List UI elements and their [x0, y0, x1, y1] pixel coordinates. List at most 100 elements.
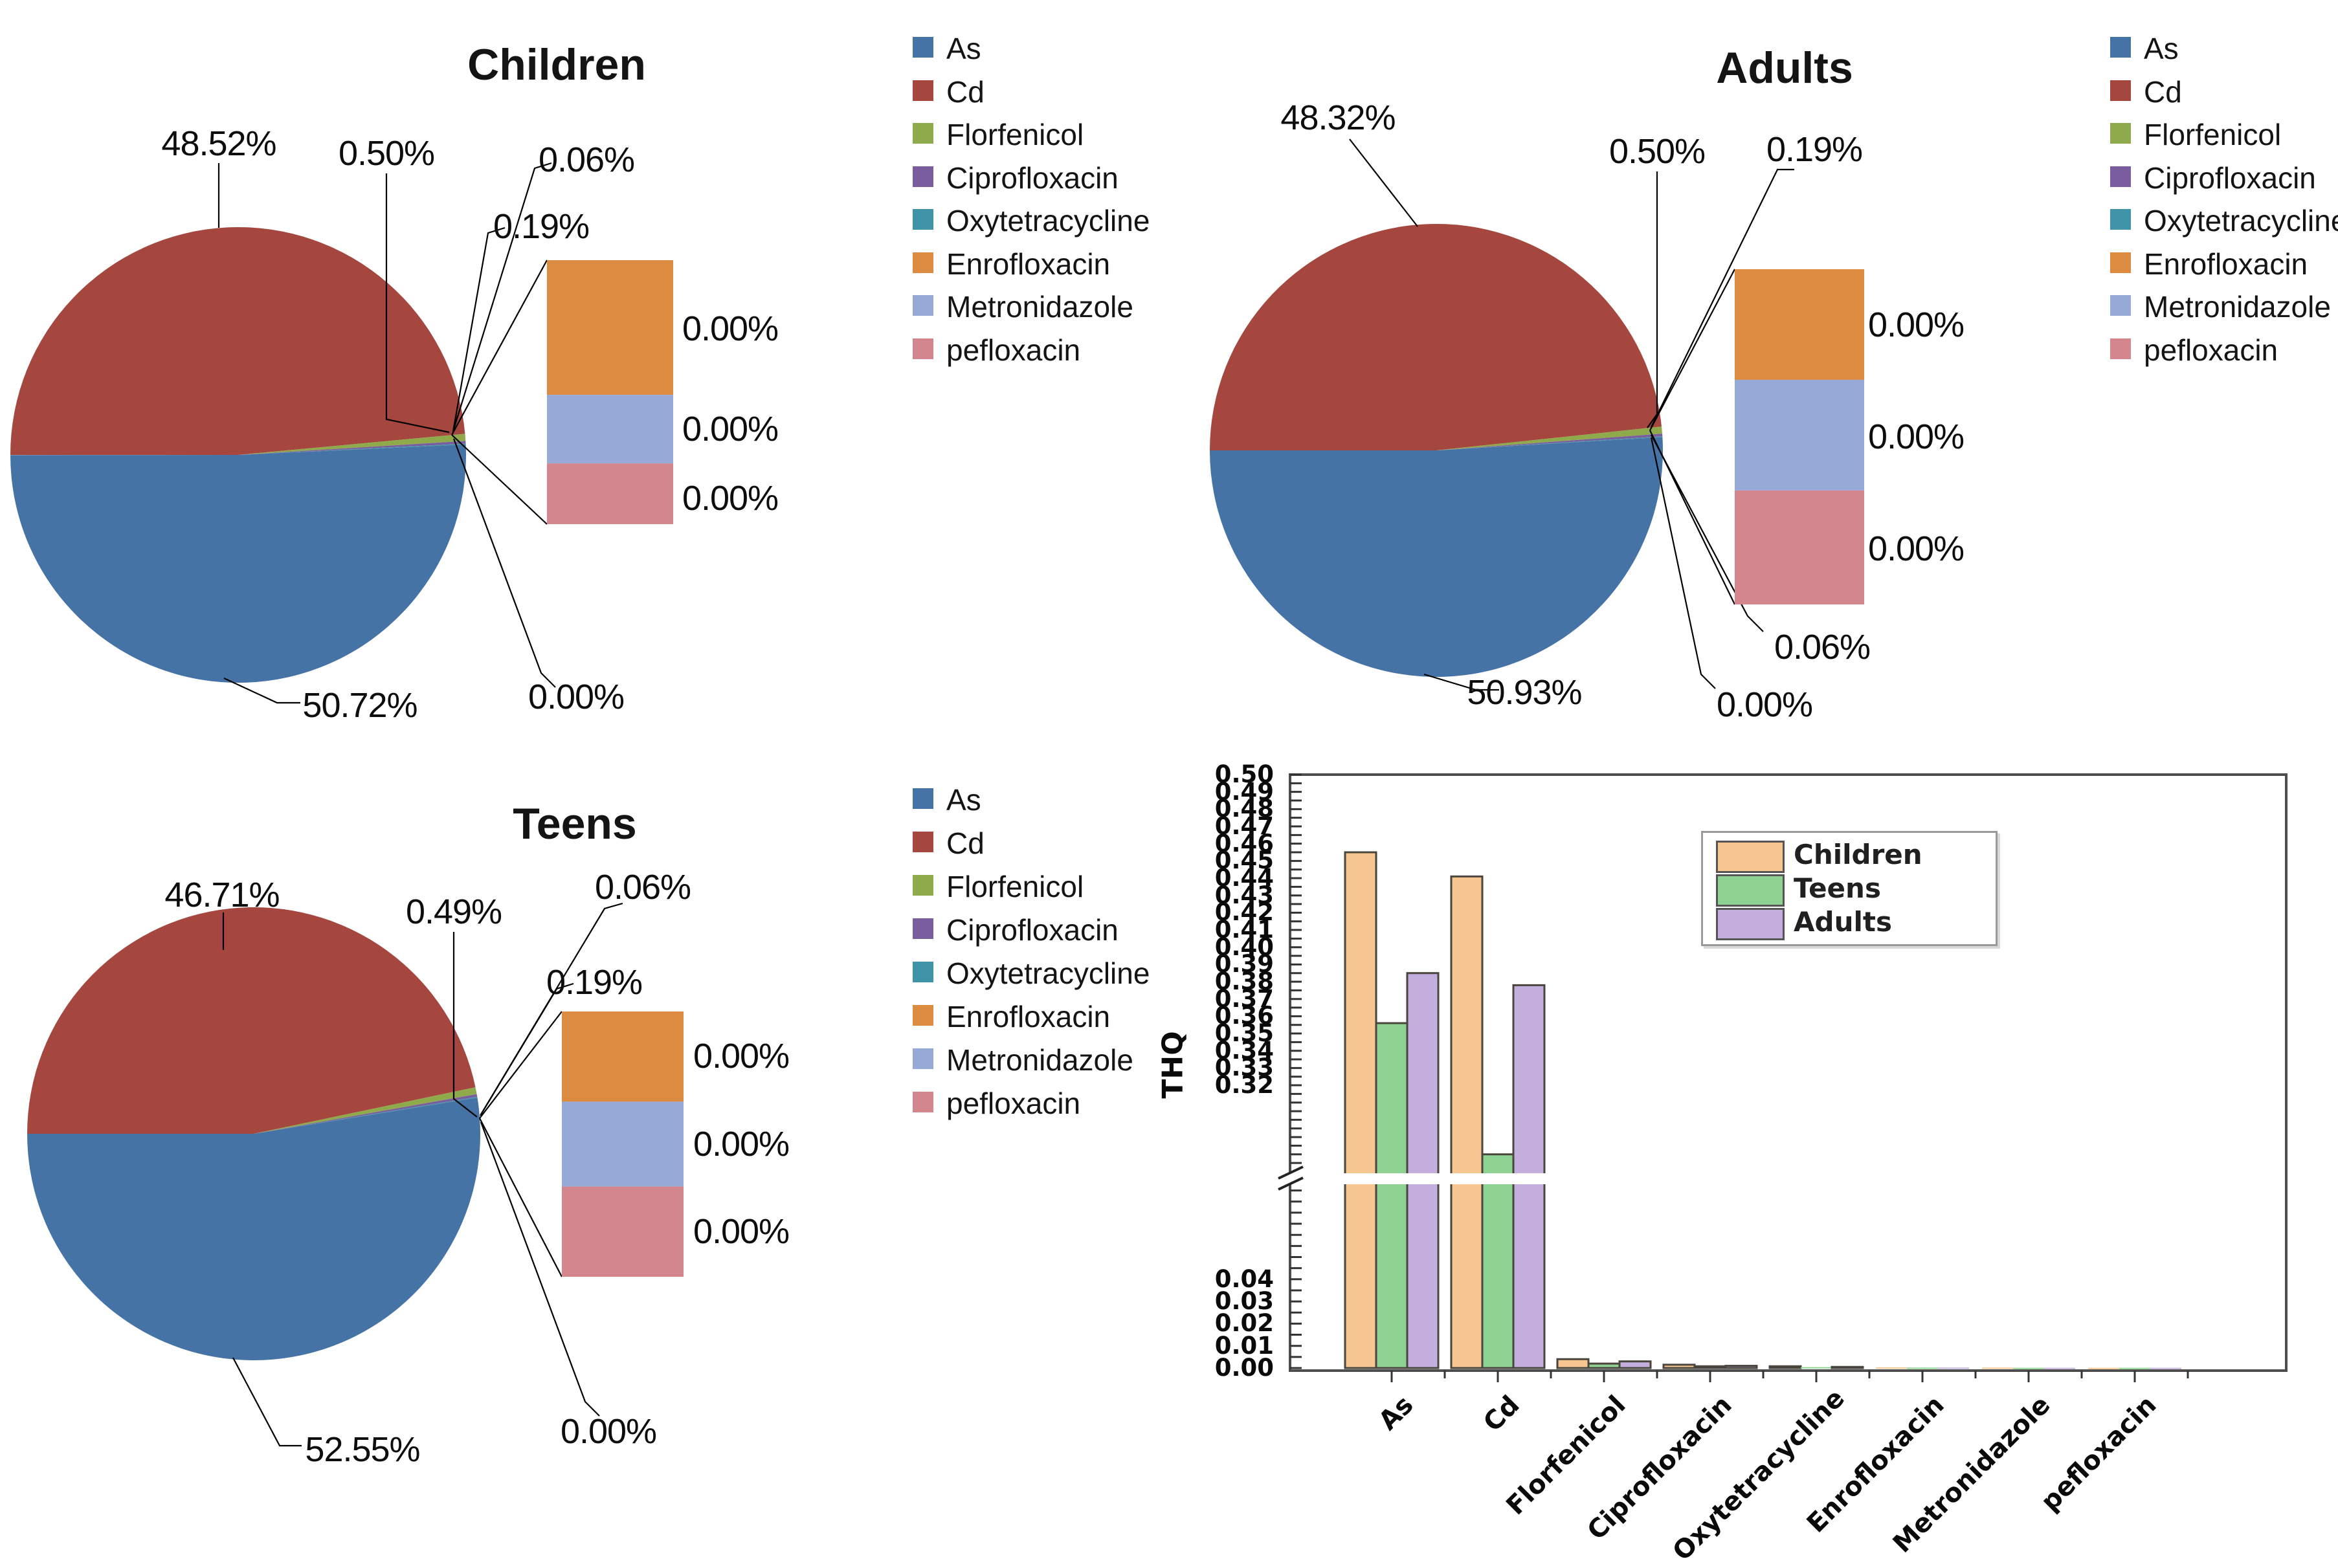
- y-axis-tick-label: 0.50: [1214, 760, 1274, 788]
- legend-item-cd: Cd: [913, 76, 1185, 107]
- legend-item-ciprofloxacin: Ciprofloxacin: [913, 914, 1185, 945]
- pie-label-oxytetracycline: 0.06%: [538, 140, 635, 179]
- breakout-segment-enrofloxacin: [547, 260, 673, 395]
- y-axis-tick-label: 0.32: [1214, 1071, 1274, 1099]
- pie-label-cd: 48.52%: [161, 124, 276, 163]
- breakout-segment-metronidazole: [562, 1101, 684, 1187]
- legend-label: Florfenicol: [2144, 118, 2282, 151]
- pie-slice-florfenicol: [1436, 426, 1663, 450]
- pie-slice-oxytetracycline: [254, 1096, 478, 1134]
- legend-swatch-pefloxacin: [913, 338, 933, 359]
- pie-slice-ciprofloxacin: [238, 441, 466, 455]
- y-axis-tick-label: 0.00: [1214, 1354, 1274, 1382]
- legend-item-florfenicol: Florfenicol: [2110, 119, 2338, 150]
- breakout-label-pefloxacin: 0.00%: [682, 479, 779, 518]
- legend-label: pefloxacin: [946, 1087, 1081, 1120]
- y-axis-tick-label: 0.42: [1214, 898, 1274, 927]
- axis-break-mark: [1278, 1165, 1304, 1180]
- legend-item-metronidazole: Metronidazole: [913, 291, 1185, 322]
- legend-item-oxytetracycline: Oxytetracycline: [913, 205, 1185, 236]
- breakout-segment-pefloxacin: [547, 463, 673, 524]
- legend-item-enrofloxacin: Enrofloxacin: [913, 248, 1185, 280]
- legend-item-cd: Cd: [2110, 76, 2338, 107]
- legend-label: pefloxacin: [2144, 333, 2278, 367]
- legend-swatch-oxytetracycline: [913, 209, 933, 230]
- pie-label-other: 0.00%: [528, 678, 625, 716]
- pie-slice-as: [27, 1098, 481, 1361]
- leader-line-other: [480, 1121, 600, 1417]
- breakout-segment-pefloxacin: [1735, 490, 1864, 604]
- y-axis-tick-label: 0.39: [1214, 950, 1274, 978]
- bar-adults-oxytetracycline: [1831, 1365, 1864, 1369]
- y-axis-tick-label: 0.35: [1214, 1019, 1274, 1048]
- pie-label-other: 0.00%: [1716, 685, 1813, 724]
- legend-label: Florfenicol: [946, 118, 1084, 151]
- bar-adults-cd: [1512, 1179, 1546, 1369]
- pie-slice-ciprofloxacin: [254, 1094, 478, 1134]
- axis-break-band: [1271, 1173, 2284, 1184]
- y-axis-tick-label: 0.46: [1214, 829, 1274, 857]
- legend-item-pefloxacin: pefloxacin: [913, 335, 1185, 366]
- legend-label: As: [946, 783, 981, 817]
- pie-slice-florfenicol: [238, 434, 466, 455]
- legend-swatch-enrofloxacin: [913, 1005, 933, 1026]
- legend-swatch-enrofloxacin: [2110, 252, 2131, 273]
- leader-line-other: [1650, 437, 1716, 689]
- bar-teens-as: [1375, 1179, 1408, 1369]
- bar-children-as: [1344, 851, 1377, 1178]
- bar-legend-item-adults: Adults: [1703, 906, 1996, 940]
- legend-label: Ciprofloxacin: [946, 913, 1119, 947]
- legend-item-as: As: [913, 784, 1185, 815]
- breakout-label-pefloxacin: 0.00%: [1867, 529, 1965, 568]
- panel-title-teens: Teens: [513, 799, 637, 848]
- legend-item-metronidazole: Metronidazole: [2110, 291, 2338, 322]
- bar-adults-ciprofloxacin: [1724, 1365, 1758, 1369]
- bar-legend-label: Adults: [1794, 906, 1892, 938]
- legend-swatch-cd: [913, 80, 933, 101]
- y-axis-tick-label: 0.02: [1214, 1309, 1274, 1338]
- y-axis-tick-label: 0.41: [1214, 916, 1274, 944]
- legend-item-pefloxacin: pefloxacin: [2110, 335, 2338, 366]
- pie-slice-oxytetracycline: [1436, 436, 1663, 450]
- bar-chart-legend: Children Teens Adults: [1701, 831, 1998, 946]
- bar-teens-oxytetracycline: [1801, 1367, 1832, 1369]
- leader-line-ciprofloxacin: [452, 226, 506, 432]
- pie-label-florfenicol: 0.49%: [405, 892, 502, 931]
- bar-adults-cd: [1512, 984, 1546, 1178]
- breakout-label-enrofloxacin: 0.00%: [693, 1037, 790, 1076]
- legend-swatch-ciprofloxacin: [913, 166, 933, 187]
- legend-label: pefloxacin: [946, 333, 1081, 367]
- breakout-segment-enrofloxacin: [1735, 269, 1864, 380]
- legend-item-pefloxacin: pefloxacin: [913, 1088, 1185, 1119]
- breakout-label-metronidazole: 0.00%: [693, 1125, 790, 1164]
- legend-swatch-florfenicol: [913, 875, 933, 896]
- legend-item-ciprofloxacin: Ciprofloxacin: [913, 162, 1185, 193]
- legend-label: Oxytetracycline: [946, 956, 1150, 990]
- legend-label: As: [2144, 32, 2179, 65]
- axis-break-mark: [1278, 1176, 1304, 1191]
- pie-label-oxytetracycline: 0.06%: [594, 868, 691, 907]
- bar-adults-enrofloxacin: [1938, 1367, 1969, 1369]
- legend-swatch-as: [913, 37, 933, 58]
- legend-swatch-as: [913, 788, 933, 809]
- legend-item-enrofloxacin: Enrofloxacin: [913, 1001, 1185, 1032]
- pie-slice-florfenicol: [254, 1087, 477, 1134]
- bar-adults-florfenicol: [1618, 1360, 1652, 1369]
- legend-label: Enrofloxacin: [946, 1000, 1111, 1033]
- bar-teens-pefloxacin: [2119, 1367, 2150, 1369]
- legend-swatch-metronidazole: [913, 295, 933, 316]
- bar-connector-top: [479, 1011, 562, 1119]
- pie-slice-oxytetracycline: [238, 443, 466, 455]
- legend-label: Metronidazole: [946, 1043, 1133, 1077]
- legend-swatch-pefloxacin: [913, 1092, 933, 1112]
- breakout-label-metronidazole: 0.00%: [1867, 417, 1965, 456]
- breakout-segment-pefloxacin: [562, 1186, 684, 1277]
- leader-line-cd: [1349, 138, 1418, 227]
- y-axis-tick-label: 0.49: [1214, 777, 1274, 806]
- y-axis-tick-label: 0.43: [1214, 881, 1274, 909]
- legend-item-florfenicol: Florfenicol: [913, 119, 1185, 150]
- bar-children-ciprofloxacin: [1662, 1364, 1696, 1369]
- legend-label: Cd: [2144, 74, 2182, 109]
- bar-teens-cd: [1481, 1179, 1515, 1369]
